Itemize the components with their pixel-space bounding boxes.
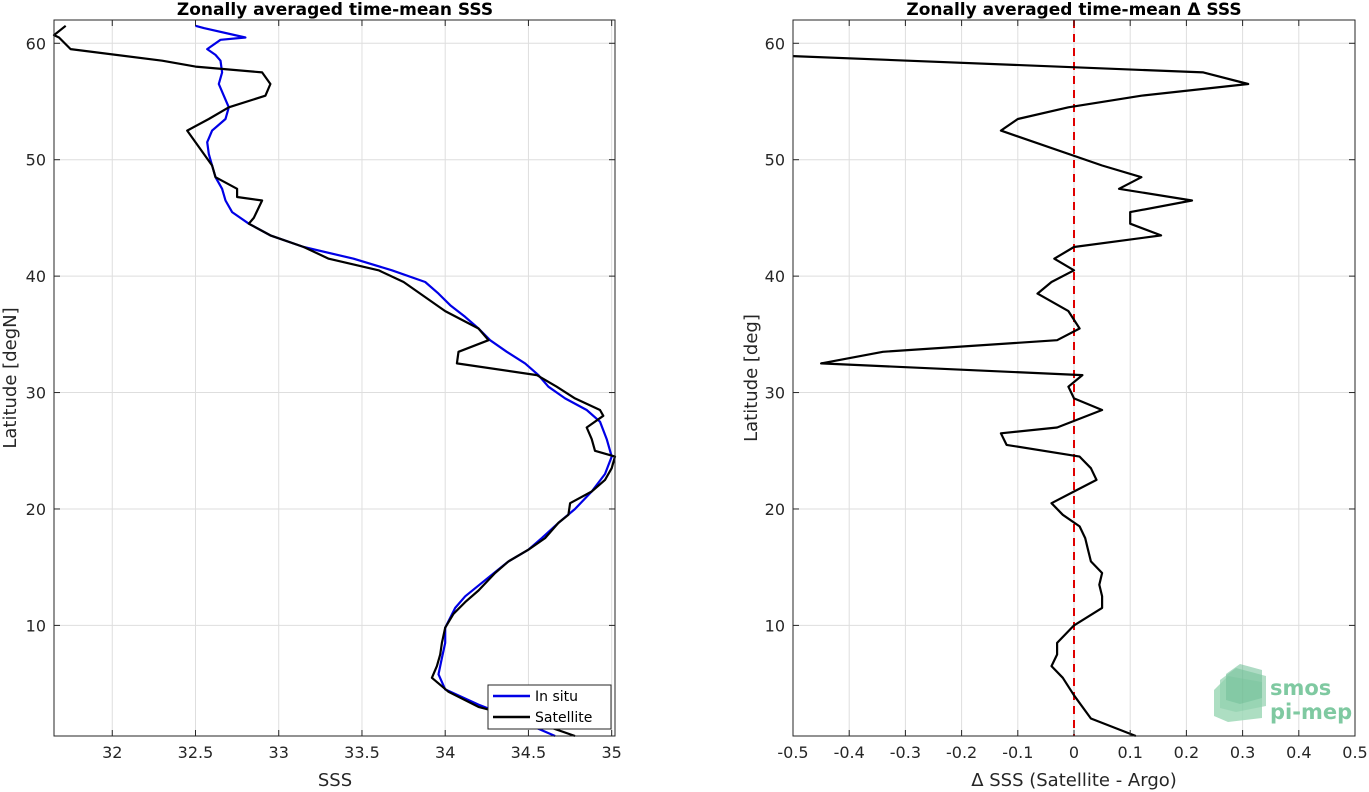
left-y-tick-label: 10 (26, 616, 46, 635)
logo-text-pi-mep: pi-mep (1270, 700, 1352, 724)
left-gridlines (54, 20, 615, 736)
right-x-tick-label: -0.1 (1002, 743, 1033, 762)
left-y-tick-label: 30 (26, 384, 46, 403)
right-x-tick-label: 0.1 (1117, 743, 1142, 762)
right-x-tick-label: 0.5 (1342, 743, 1367, 762)
sss-panel: 32 32.5 33 33.5 34 34.5 35 10 20 30 40 50 60 Zonally… (0, 0, 622, 791)
right-series (792, 55, 1250, 738)
right-x-tick-label: -0.5 (777, 743, 808, 762)
right-ticks: -0.5 -0.4 -0.3 -0.2 -0.1 0 0.1 0.2 0.3 0.4 0.5 10 20… (765, 20, 1368, 762)
left-y-tick-label: 40 (26, 267, 46, 286)
legend-box (487, 684, 612, 730)
logo-mark-icon (1214, 664, 1266, 722)
right-y-axis-label: Latitude [deg] (741, 314, 762, 442)
left-x-axis-label: SSS (318, 770, 352, 791)
legend-label-in-situ: In situ (535, 689, 578, 705)
left-y-tick-label: 20 (26, 500, 46, 519)
right-y-tick-label: 10 (765, 616, 785, 635)
right-y-tick-label: 60 (765, 34, 785, 53)
right-x-tick-label: -0.2 (946, 743, 977, 762)
right-x-tick-label: 0.4 (1286, 743, 1311, 762)
right-x-tick-label: 0.3 (1230, 743, 1255, 762)
left-x-tick-label: 32.5 (178, 743, 214, 762)
delta-sss-panel: -0.5 -0.4 -0.3 -0.2 -0.1 0 0.1 0.2 0.3 0.4 0.5 10 20… (741, 0, 1368, 791)
left-y-tick-label: 50 (26, 151, 46, 170)
logo-text-smos: smos (1270, 676, 1331, 700)
right-chart-title: Zonally averaged time-mean Δ SSS (906, 0, 1241, 20)
right-x-tick-label: 0.2 (1174, 743, 1199, 762)
right-y-tick-label: 20 (765, 500, 785, 519)
right-x-tick-label: -0.3 (890, 743, 921, 762)
left-chart-title: Zonally averaged time-mean SSS (177, 0, 493, 20)
right-y-tick-label: 40 (765, 267, 785, 286)
left-x-tick-label: 35 (601, 743, 621, 762)
right-series-line-delta-sss (792, 55, 1250, 738)
left-x-tick-label: 32 (102, 743, 122, 762)
left-series-line-satellite (52, 24, 617, 738)
legend-label-satellite: Satellite (535, 710, 592, 726)
right-x-tick-label: 0 (1069, 743, 1079, 762)
left-y-tick-label: 60 (26, 34, 46, 53)
left-ticks: 32 32.5 33 33.5 34 34.5 35 10 20 30 40 50 60 (26, 20, 622, 762)
left-x-tick-label: 34.5 (511, 743, 547, 762)
right-y-tick-label: 30 (765, 384, 785, 403)
right-x-tick-label: -0.4 (834, 743, 865, 762)
right-x-axis-label: Δ SSS (Satellite - Argo) (971, 770, 1177, 791)
left-y-axis-label: Latitude [degN] (0, 307, 21, 448)
smos-pi-mep-logo: smos pi-mep (1214, 664, 1352, 724)
right-y-tick-label: 50 (765, 151, 785, 170)
left-x-tick-label: 33.5 (344, 743, 380, 762)
left-x-tick-label: 34 (435, 743, 455, 762)
left-series (52, 24, 617, 738)
legend: In situ Satellite (487, 684, 612, 730)
left-axes-box (53, 19, 616, 737)
left-series-line-in-situ (195, 24, 613, 738)
left-x-tick-label: 33 (269, 743, 289, 762)
